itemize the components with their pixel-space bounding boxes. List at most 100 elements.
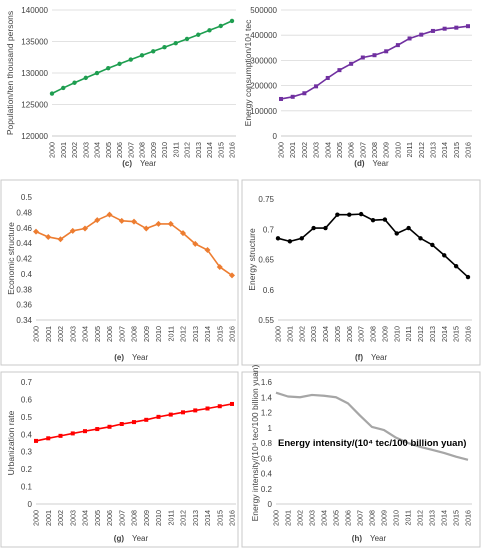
data-point (95, 427, 100, 432)
x-tick-label: 2008 (368, 510, 377, 526)
data-point (156, 414, 161, 419)
x-tick-label: 2014 (203, 326, 212, 342)
x-tick-label: 2016 (464, 510, 473, 526)
x-tick-label: 2009 (149, 142, 158, 158)
data-point (442, 253, 447, 258)
x-tick-label: 2014 (440, 510, 449, 526)
data-point (155, 220, 162, 227)
x-tick-label: 2000 (48, 142, 57, 158)
x-tick-label: 2011 (404, 326, 413, 341)
x-tick-label: 2012 (417, 142, 426, 158)
data-point (83, 429, 87, 434)
x-tick-label: 2012 (179, 510, 188, 526)
y-axis-title: Energy structure (247, 228, 257, 291)
x-tick-label: 2012 (416, 510, 425, 526)
data-point (349, 61, 354, 66)
y-tick-label: 0 (273, 132, 278, 141)
x-tick-label: 2004 (321, 326, 330, 342)
x-tick-label: 2015 (452, 142, 461, 158)
x-tick-label: 2001 (288, 142, 297, 158)
data-point (94, 217, 101, 224)
y-axis-title: Urbanization rate (6, 410, 16, 475)
x-tick-label: 2012 (179, 326, 188, 342)
data-point (57, 236, 64, 243)
x-tick-label: 2000 (277, 142, 286, 158)
x-tick-label: 2003 (68, 510, 77, 526)
x-tick-label: 2008 (138, 142, 147, 158)
x-tick-label: 2003 (309, 326, 318, 342)
data-point (192, 240, 199, 247)
data-point (107, 424, 112, 429)
data-point (229, 18, 235, 24)
series-line (277, 213, 469, 278)
x-tick-label: 2004 (320, 510, 329, 526)
y-tick-label: 0.3 (21, 448, 33, 457)
y-tick-label: 140000 (21, 6, 48, 15)
data-point (465, 274, 471, 280)
data-point (442, 26, 447, 31)
y-tick-label: 0.1 (21, 483, 33, 492)
x-tick-label: 2000 (272, 510, 281, 526)
series-line (275, 391, 469, 461)
data-point (217, 404, 222, 409)
data-point (33, 228, 39, 235)
x-tick-label: 2006 (345, 326, 354, 342)
y-tick-label: 0.8 (261, 439, 273, 448)
y-tick-label: 0.4 (21, 270, 33, 279)
y-tick-label: 0.2 (261, 485, 273, 494)
y-axis-title: Energy intensity/(10⁴ tec/100 billion yu… (250, 364, 260, 521)
x-tick-label: 2006 (105, 326, 114, 342)
x-tick-label: 2014 (205, 142, 214, 158)
data-point (82, 225, 88, 232)
y-tick-label: 0.7 (21, 378, 33, 387)
data-point (287, 239, 293, 244)
data-point (370, 217, 376, 223)
x-axis-title: Year (140, 159, 157, 168)
y-tick-label: 0.5 (21, 413, 33, 422)
x-tick-label: 2005 (333, 326, 342, 342)
x-tick-label: 2015 (215, 510, 224, 526)
panel-frame (241, 179, 481, 366)
data-point (394, 231, 399, 236)
data-point (117, 61, 122, 67)
x-tick-label: 2003 (312, 142, 321, 158)
data-point (453, 263, 459, 269)
data-point (132, 420, 136, 425)
data-point (430, 28, 435, 33)
x-tick-label: 2007 (126, 142, 135, 158)
data-point (119, 422, 124, 427)
data-point (466, 24, 470, 29)
x-tick-label: 2009 (382, 142, 391, 158)
x-tick-label: 2002 (56, 510, 65, 526)
data-point (128, 57, 133, 62)
x-tick-label: 2016 (464, 326, 473, 342)
y-tick-label: 0.34 (16, 316, 32, 325)
x-tick-label: 2014 (440, 142, 449, 158)
x-tick-label: 2001 (285, 326, 294, 342)
data-point (168, 412, 173, 417)
x-tick-label: 2012 (183, 142, 192, 158)
panel-frame (241, 371, 481, 548)
x-tick-label: 2016 (228, 326, 237, 342)
data-point (216, 263, 223, 270)
data-point (106, 66, 111, 71)
y-tick-label: 0.55 (258, 316, 274, 325)
x-tick-label: 2001 (284, 510, 293, 526)
data-point (204, 247, 211, 254)
data-point (34, 438, 38, 443)
x-axis-title: Year (132, 534, 149, 543)
x-tick-label: 2013 (194, 142, 203, 158)
data-point (83, 75, 88, 81)
x-tick-label: 2016 (228, 142, 237, 158)
y-tick-label: 1.2 (261, 409, 273, 418)
x-tick-label: 2007 (117, 326, 126, 342)
y-tick-label: 200000 (250, 82, 277, 91)
x-tick-label: 2015 (452, 510, 461, 526)
x-tick-label: 2009 (142, 510, 151, 526)
data-point (406, 225, 411, 231)
data-point (335, 212, 340, 217)
x-tick-label: 2010 (160, 142, 169, 158)
